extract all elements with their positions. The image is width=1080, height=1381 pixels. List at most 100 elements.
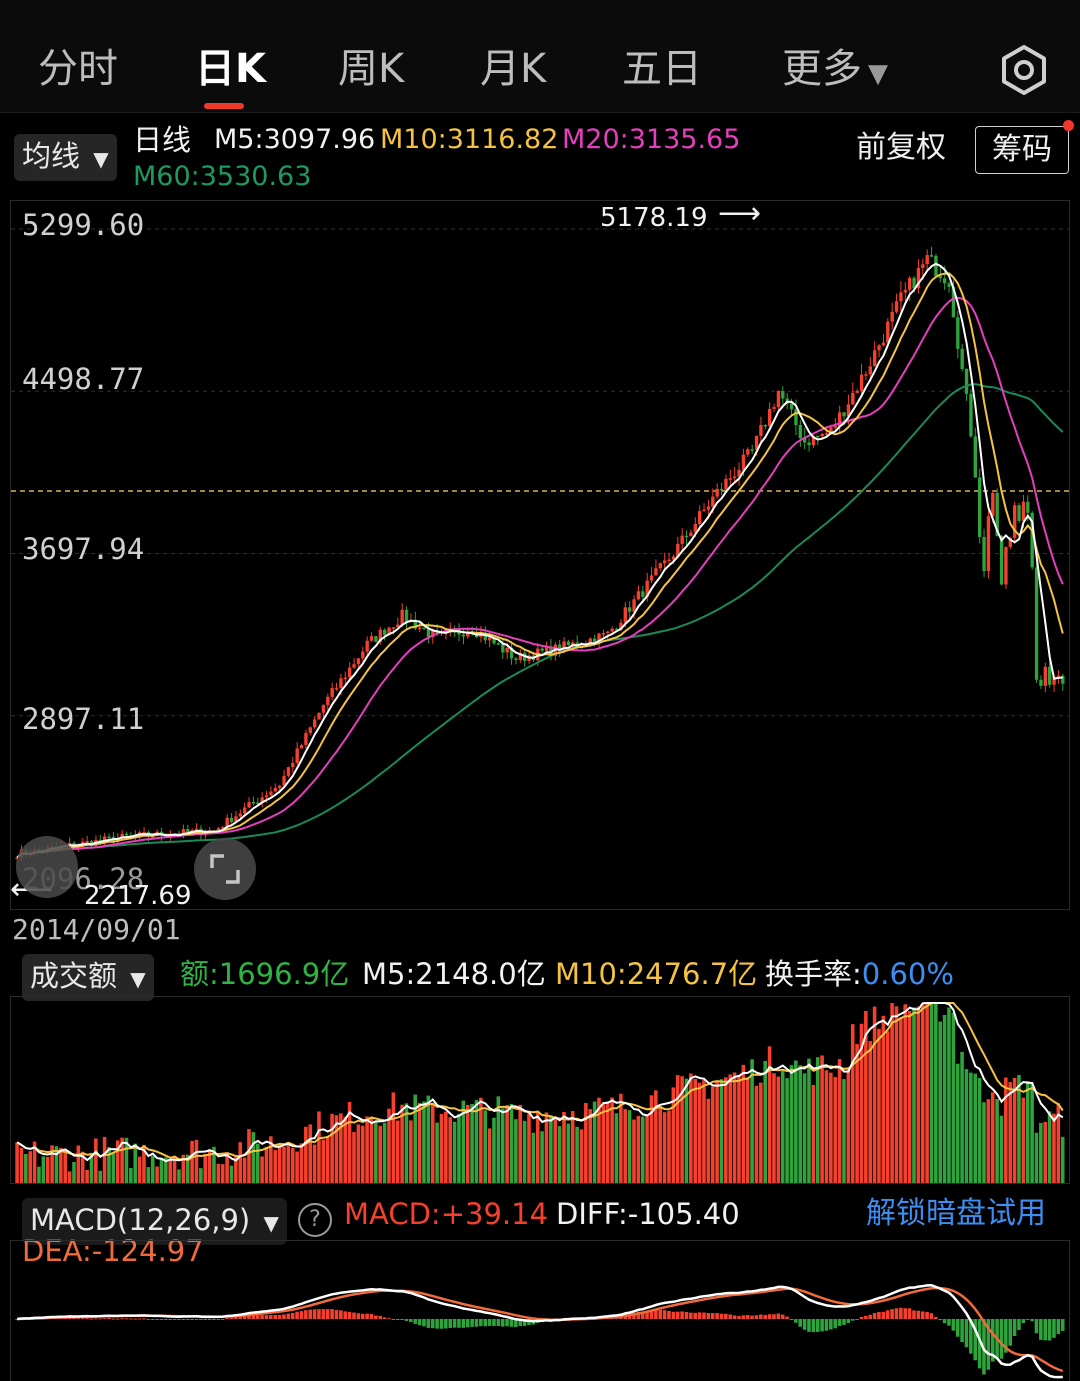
volume-bar	[531, 1132, 536, 1183]
macd-histogram-bar	[72, 1317, 76, 1319]
macd-histogram-bar	[360, 1313, 365, 1319]
help-icon[interactable]: ?	[298, 1203, 332, 1237]
volume-bar	[290, 1147, 295, 1183]
volume-bar	[207, 1148, 212, 1183]
macd-histogram-bar	[400, 1319, 404, 1320]
volume-bar	[671, 1087, 676, 1183]
indicator-dropdown[interactable]: 均线 ▼	[14, 134, 117, 181]
macd-dropdown[interactable]: MACD(12,26,9) ▼	[22, 1198, 287, 1245]
candle-body	[391, 627, 396, 629]
candle-body	[938, 276, 942, 279]
tab-more[interactable]: 更多 ▼	[782, 44, 888, 99]
volume-bar	[802, 1073, 807, 1183]
macd-chart-panel[interactable]	[10, 1240, 1070, 1381]
macd-histogram-bar	[815, 1319, 820, 1332]
price-chart-panel[interactable]	[10, 200, 1070, 910]
volume-bar	[947, 1007, 951, 1183]
volume-bar	[864, 1011, 868, 1183]
macd-histogram-bar	[409, 1319, 413, 1323]
candle-body	[299, 744, 304, 749]
volume-indicator-dropdown[interactable]: 成交额 ▼	[22, 954, 154, 1001]
unlock-dark-pool-link[interactable]: 解锁暗盘试用	[866, 1196, 1046, 1231]
volume-bar	[251, 1132, 256, 1183]
volume-chart-panel[interactable]	[10, 996, 1070, 1184]
volume-bar	[164, 1157, 168, 1183]
volume-bar	[448, 1117, 452, 1183]
ma10-line	[16, 272, 1064, 859]
macd-histogram-bar	[80, 1318, 85, 1320]
volume-bar	[505, 1104, 509, 1183]
volume-bar	[404, 1103, 409, 1183]
macd-histogram-bar	[212, 1319, 216, 1320]
macd-histogram-bar	[229, 1317, 234, 1319]
turnover-rate-value: 0.60%	[861, 957, 954, 991]
macd-histogram-bar	[242, 1316, 247, 1319]
macd-histogram-bar	[496, 1319, 501, 1327]
macd-histogram-bar	[745, 1315, 750, 1319]
macd-histogram-bar	[474, 1319, 479, 1327]
candle-body	[772, 407, 776, 409]
candle-body	[571, 642, 575, 645]
candle-body	[383, 629, 387, 636]
tab-daily-k[interactable]: 日K	[195, 46, 266, 92]
volume-bar	[159, 1159, 164, 1183]
volume-bar	[540, 1131, 544, 1183]
candle-body	[912, 277, 916, 289]
volume-bar	[557, 1126, 562, 1183]
volume-bar	[129, 1168, 133, 1183]
volume-bar	[1017, 1074, 1021, 1183]
candle-body	[505, 647, 509, 653]
volume-bar	[457, 1113, 461, 1183]
macd-histogram-bar	[724, 1313, 728, 1319]
volume-bar	[32, 1141, 37, 1183]
volume-bar	[916, 1006, 921, 1183]
candlestick-chart	[11, 228, 1069, 863]
volume-bar	[623, 1109, 627, 1183]
tab-five-day[interactable]: 五日	[622, 46, 702, 92]
candle-body	[98, 839, 102, 842]
volume-bar	[94, 1138, 98, 1183]
candle-body	[842, 412, 846, 417]
macd-histogram-bar	[251, 1315, 256, 1319]
candle-body	[339, 678, 343, 688]
settings-gear-icon[interactable]	[998, 44, 1050, 96]
macd-histogram-bar	[658, 1309, 662, 1319]
candle-body	[369, 636, 374, 641]
volume-bar	[1004, 1077, 1008, 1183]
macd-histogram-bar	[286, 1313, 291, 1319]
volume-bar	[54, 1146, 59, 1183]
tab-weekly-k[interactable]: 周K	[338, 46, 405, 92]
macd-histogram-bar	[680, 1311, 684, 1319]
macd-histogram-bar	[798, 1319, 802, 1327]
candle-body	[334, 687, 339, 690]
macd-histogram-bar	[369, 1314, 374, 1319]
volume-bar	[575, 1126, 579, 1183]
volume-bar	[19, 1147, 24, 1183]
volume-bar	[973, 1073, 977, 1183]
tab-intraday[interactable]: 分时	[38, 46, 118, 92]
macd-histogram-bar	[94, 1318, 98, 1320]
candle-body	[400, 609, 404, 625]
kline-mode-icon[interactable]	[16, 836, 78, 898]
volume-bar	[80, 1151, 85, 1183]
macd-histogram-bar	[689, 1312, 693, 1319]
adjust-mode-button[interactable]: 前复权	[856, 130, 946, 165]
candle-body	[264, 795, 269, 798]
fullscreen-icon[interactable]	[194, 838, 256, 900]
macd-histogram-bar	[120, 1318, 124, 1320]
candle-body	[426, 628, 431, 637]
candle-body	[899, 292, 903, 302]
tab-monthly-k[interactable]: 月K	[480, 46, 547, 92]
macd-histogram-bar	[802, 1319, 807, 1330]
macd-histogram-bar	[430, 1319, 435, 1329]
macd-histogram-bar	[426, 1319, 431, 1328]
volume-bar	[28, 1151, 32, 1183]
macd-histogram-bar	[702, 1312, 706, 1319]
macd-histogram-bar	[199, 1319, 203, 1320]
macd-histogram-bar	[955, 1319, 960, 1337]
volume-bar	[544, 1112, 549, 1183]
volume-bar	[343, 1116, 347, 1183]
volume-bar	[553, 1116, 557, 1183]
chips-button[interactable]: 筹码	[975, 126, 1069, 174]
macd-histogram-bar	[177, 1319, 181, 1320]
